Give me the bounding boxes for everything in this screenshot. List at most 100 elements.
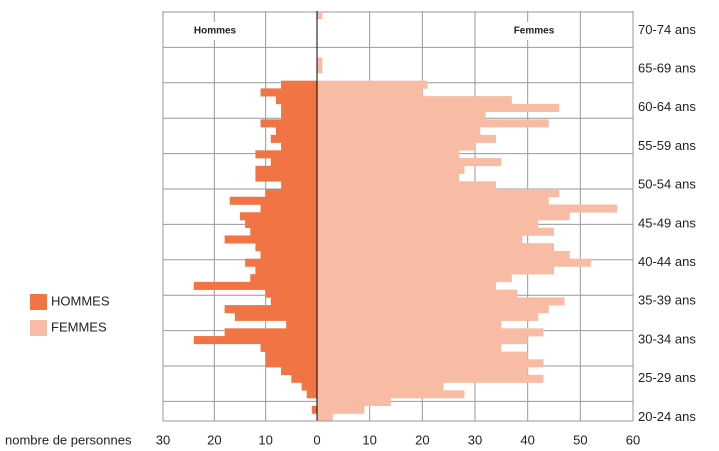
bar (317, 11, 323, 20)
bar (317, 96, 512, 105)
y-group-label: 55-59 ans (638, 138, 696, 153)
bar (224, 305, 317, 314)
bar (245, 258, 317, 267)
bar (317, 150, 460, 159)
bar (240, 212, 317, 221)
bar (255, 173, 317, 182)
bar (224, 235, 317, 244)
bar (317, 281, 497, 290)
bar (281, 80, 317, 89)
bar (317, 173, 460, 182)
bar (281, 142, 317, 151)
bar (281, 367, 317, 376)
bar (317, 258, 591, 267)
bar (250, 227, 317, 236)
bar (317, 367, 528, 376)
bar (260, 250, 317, 259)
bar (260, 119, 317, 128)
bar (260, 343, 317, 352)
bar (265, 189, 317, 198)
bar (317, 158, 502, 167)
y-group-label: 65-69 ans (638, 60, 696, 75)
x-tick-label: 20 (415, 432, 429, 447)
bar (317, 219, 539, 229)
legend-label: FEMMES (51, 319, 107, 334)
bar (317, 390, 465, 399)
panel-label: Femmes (514, 26, 555, 37)
bar (317, 189, 560, 198)
panel-label-bg (494, 22, 574, 40)
legend-swatch (30, 320, 47, 336)
bar (301, 382, 317, 391)
bar (317, 127, 481, 136)
bar (317, 328, 544, 337)
bar (317, 374, 544, 383)
bar (255, 266, 317, 275)
y-group-label: 60-64 ans (638, 99, 696, 114)
bar (317, 266, 554, 275)
x-tick-label: 10 (258, 432, 272, 447)
bar (317, 343, 502, 352)
bar (224, 328, 317, 337)
bar (317, 359, 544, 368)
bar (291, 374, 317, 383)
bar (317, 274, 512, 283)
bar (275, 96, 317, 105)
bar (317, 212, 570, 221)
bar (317, 196, 549, 205)
bar (311, 405, 317, 414)
y-group-label: 40-44 ans (638, 254, 696, 269)
bar (255, 243, 317, 252)
x-tick-label: 10 (362, 432, 376, 447)
bar (281, 103, 317, 112)
bar (281, 111, 317, 120)
bar (270, 134, 317, 143)
bar (255, 165, 317, 174)
x-tick-label: 0 (313, 432, 320, 447)
y-group-label: 35-39 ans (638, 293, 696, 308)
bar (260, 204, 317, 213)
bar (317, 243, 554, 252)
y-group-label: 70-74 ans (638, 22, 696, 37)
y-group-label: 50-54 ans (638, 177, 696, 192)
bar (270, 158, 317, 167)
y-group-label: 20-24 ans (638, 409, 696, 424)
x-tick-label: 20 (207, 432, 221, 447)
bar (317, 305, 549, 314)
bar (317, 227, 554, 236)
bar (317, 297, 565, 306)
bar (317, 119, 549, 128)
x-tick-label: 30 (468, 432, 482, 447)
bar (317, 88, 423, 97)
bar (317, 181, 497, 190)
x-tick-label: 40 (520, 432, 534, 447)
bar (270, 297, 317, 306)
panel-label: Hommes (194, 26, 237, 37)
bar (317, 250, 570, 259)
bar (317, 204, 618, 213)
bar (317, 142, 475, 151)
bar (317, 413, 333, 422)
bar (317, 165, 465, 174)
bar (260, 88, 317, 97)
bar (317, 336, 528, 345)
y-group-label: 30-34 ans (638, 331, 696, 346)
bar (275, 127, 317, 136)
bar (255, 150, 317, 159)
bar (317, 103, 560, 112)
bar (245, 219, 317, 229)
bar (193, 281, 317, 290)
bar (265, 351, 317, 360)
bar (317, 80, 428, 89)
x-tick-label: 50 (573, 432, 587, 447)
bar (234, 312, 317, 321)
bar (306, 390, 317, 399)
bar (317, 289, 518, 298)
x-tick-label: 30 (156, 432, 170, 447)
bar (317, 382, 444, 391)
bar (317, 405, 365, 414)
bar (317, 65, 323, 74)
bar (281, 181, 317, 190)
bar (317, 312, 539, 321)
